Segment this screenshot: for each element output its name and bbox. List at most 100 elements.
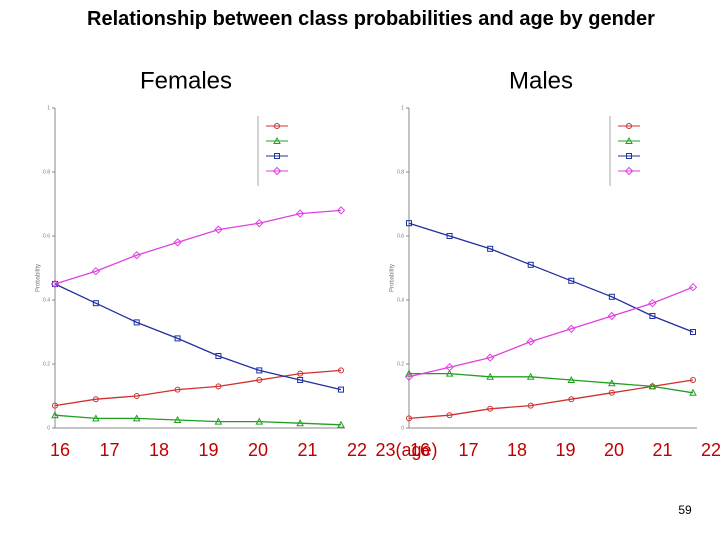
- x-tick-label: 20: [604, 440, 624, 460]
- point: [255, 218, 264, 228]
- x-tick-label: 16: [410, 440, 430, 460]
- series-line: [408, 379, 694, 420]
- x-tick-label: 20: [248, 440, 268, 460]
- point: [567, 324, 576, 334]
- point: [173, 238, 182, 247]
- y-axis-label: Probability: [36, 264, 42, 292]
- point: [296, 419, 304, 427]
- point: [133, 393, 140, 399]
- point: [92, 414, 100, 422]
- point: [215, 383, 222, 390]
- y-tick-label: 1: [401, 105, 404, 111]
- point: [173, 415, 182, 423]
- point: [295, 209, 305, 218]
- point: [338, 367, 344, 374]
- x-tick-label: 18: [149, 440, 169, 460]
- point: [51, 411, 59, 419]
- legend-marker: [274, 153, 280, 159]
- y-tick-label: 1: [47, 105, 50, 111]
- point: [52, 402, 58, 409]
- x-tick-label: 21: [652, 440, 672, 460]
- point: [297, 377, 304, 383]
- point: [214, 417, 223, 425]
- legend-marker: [626, 153, 632, 159]
- page-number: 59: [678, 503, 692, 517]
- point: [567, 375, 576, 383]
- x-tick-label: 17: [99, 440, 119, 460]
- legend-marker: [626, 123, 632, 129]
- point: [485, 353, 495, 362]
- x-tick-label: 22: [347, 440, 367, 460]
- y-tick-label: 0.8: [397, 169, 404, 175]
- point: [256, 367, 263, 374]
- y-tick-label: 0.8: [43, 169, 50, 175]
- point: [445, 369, 454, 377]
- series-line: [54, 209, 342, 285]
- point: [526, 337, 535, 346]
- point: [648, 382, 657, 390]
- y-tick-label: 0.6: [43, 233, 50, 239]
- legend-marker: [273, 136, 281, 144]
- point: [568, 277, 575, 284]
- point: [445, 362, 454, 372]
- y-tick-label: 0.2: [43, 361, 50, 367]
- chart-title: Females: [140, 67, 232, 94]
- point: [92, 300, 99, 307]
- x-tick-label: 19: [198, 440, 218, 460]
- y-tick-label: 0.6: [397, 233, 404, 239]
- legend-marker: [272, 166, 282, 176]
- point: [608, 389, 615, 396]
- point: [487, 405, 494, 412]
- point: [52, 281, 58, 287]
- series-line: [54, 369, 342, 407]
- point: [405, 369, 413, 377]
- point: [486, 372, 494, 380]
- y-tick-label: 0.4: [397, 297, 404, 303]
- point: [214, 225, 223, 234]
- point: [132, 414, 141, 422]
- point: [690, 377, 696, 383]
- point: [526, 372, 535, 380]
- point: [404, 372, 414, 382]
- legend-marker: [274, 123, 280, 129]
- point: [487, 245, 494, 252]
- legend-marker: [625, 136, 633, 144]
- x-tick-label: 16: [50, 440, 70, 460]
- point: [174, 335, 181, 342]
- legend-marker: [624, 166, 634, 176]
- series-line: [409, 372, 694, 394]
- point: [256, 377, 263, 383]
- point: [215, 353, 222, 359]
- point: [133, 319, 140, 326]
- series-line: [54, 283, 342, 391]
- series-line: [408, 222, 694, 333]
- point: [174, 386, 181, 393]
- point: [690, 329, 696, 335]
- point: [132, 250, 141, 260]
- point: [648, 298, 657, 308]
- slide-title: Relationship between class probabilities…: [87, 8, 655, 30]
- point: [446, 233, 453, 239]
- point: [689, 388, 697, 396]
- x-tick-label: 22: [701, 440, 720, 460]
- point: [608, 293, 615, 300]
- x-tick-label: 17: [458, 440, 478, 460]
- series-line: [408, 286, 694, 378]
- point: [406, 220, 412, 227]
- x-tick-label: 18: [507, 440, 527, 460]
- point: [50, 279, 60, 289]
- point: [688, 282, 698, 292]
- point: [338, 386, 344, 393]
- series-line: [54, 414, 342, 426]
- y-tick-label: 0.4: [43, 297, 50, 303]
- y-tick-label: 0: [401, 425, 404, 431]
- point: [92, 396, 99, 403]
- x-tick-label: 23(age): [375, 440, 437, 460]
- y-axis-label: Probability: [390, 264, 396, 292]
- point: [297, 370, 304, 377]
- point: [406, 415, 412, 422]
- x-tick-label: 21: [297, 440, 317, 460]
- point: [446, 412, 453, 419]
